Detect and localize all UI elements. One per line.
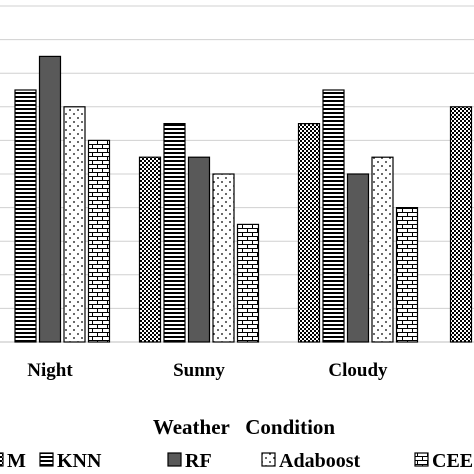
bar-adaboost-cloudy	[371, 156, 394, 343]
bar-cee-cloudy	[395, 207, 419, 343]
category-labels: Night Sunny Cloudy	[27, 360, 388, 381]
legend: M KNN RF Adaboost CEE	[0, 450, 473, 472]
legend-label-rf: RF	[185, 450, 212, 472]
bar-knn-night	[14, 89, 37, 343]
bars	[14, 55, 473, 343]
bar-adaboost-night	[63, 106, 86, 343]
legend-item-m: M	[0, 450, 26, 472]
legend-label-cee: CEE	[432, 450, 473, 472]
category-label-sunny: Sunny	[173, 360, 225, 381]
bar-m-cloudy	[297, 122, 321, 343]
legend-swatch-rf	[167, 452, 182, 467]
bar-rf-sunny	[187, 156, 211, 343]
bar-knn-sunny	[163, 122, 186, 343]
bar-cee-night	[87, 139, 111, 343]
bar-rf-night	[38, 55, 62, 343]
legend-swatch-knn	[39, 452, 54, 467]
x-axis-title: Weather Condition	[153, 415, 336, 439]
legend-item-cee: CEE	[414, 450, 473, 472]
bar-m-sunny	[138, 156, 162, 343]
legend-item-adaboost: Adaboost	[261, 450, 360, 472]
legend-label-knn: KNN	[57, 450, 102, 472]
legend-swatch-cee	[414, 452, 429, 467]
legend-item-rf: RF	[167, 450, 212, 472]
legend-swatch-m	[0, 452, 4, 467]
bar-adaboost-sunny	[212, 173, 235, 343]
category-label-night: Night	[27, 360, 73, 381]
legend-label-m: M	[7, 450, 26, 472]
legend-item-knn: KNN	[39, 450, 102, 472]
bar-rf-cloudy	[346, 173, 370, 343]
bar-knn-cloudy	[322, 89, 345, 343]
category-label-cloudy: Cloudy	[328, 360, 388, 381]
bar-cee-sunny	[236, 223, 260, 343]
legend-swatch-adaboost	[261, 452, 276, 467]
bar-m-cat3	[449, 106, 473, 343]
legend-label-adaboost: Adaboost	[279, 450, 360, 472]
